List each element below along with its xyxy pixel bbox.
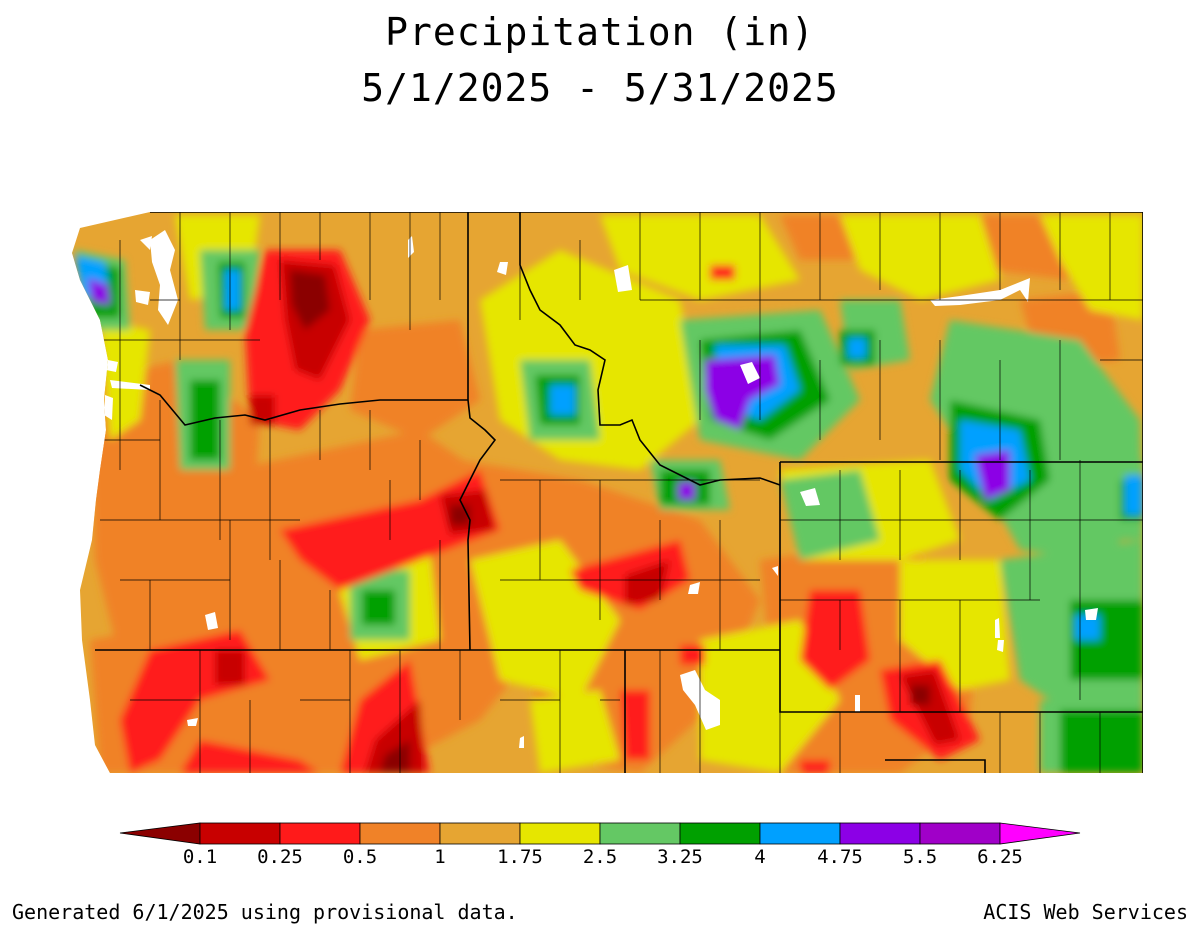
legend-swatch-5.5-6.25 [919,822,1001,845]
legend-swatch-gt-6.25 [999,822,1081,845]
legend-label: 0.25 [257,846,303,868]
legend-swatch-4-4.75 [759,822,841,845]
precip-field [72,212,1143,773]
legend-label: 4.75 [817,846,863,868]
legend-swatch-1.75-2.5 [519,822,601,845]
legend-swatch-lt-0.1 [119,822,201,845]
legend-label: 0.1 [182,846,218,868]
legend-swatch-3.25-4 [679,822,761,845]
source-credit: ACIS Web Services [983,900,1188,924]
legend-label: 0.5 [342,846,378,868]
legend-swatch-1-1.75 [439,822,521,845]
legend-label: 5.5 [902,846,938,868]
legend-label: 2.5 [582,846,618,868]
legend-swatch-0.1-0.25 [199,822,281,845]
legend-swatch-2.5-3.25 [599,822,681,845]
county-boundaries [100,212,1143,773]
map-date-range: 5/1/2025 - 5/31/2025 [361,66,839,110]
generated-note: Generated 6/1/2025 using provisional dat… [12,900,518,924]
legend-colorbar [119,822,1081,845]
legend-swatch-4.75-5.5 [839,822,921,845]
legend-label: 4 [754,846,766,868]
legend-label: 6.25 [977,846,1023,868]
map-title: Precipitation (in) [385,10,815,54]
legend-label: 1.75 [497,846,543,868]
legend-label: 3.25 [657,846,703,868]
legend-swatch-0.5-1 [359,822,441,845]
legend-label: 1 [434,846,446,868]
legend-swatch-0.25-0.5 [279,822,361,845]
state-boundaries [95,212,1143,773]
